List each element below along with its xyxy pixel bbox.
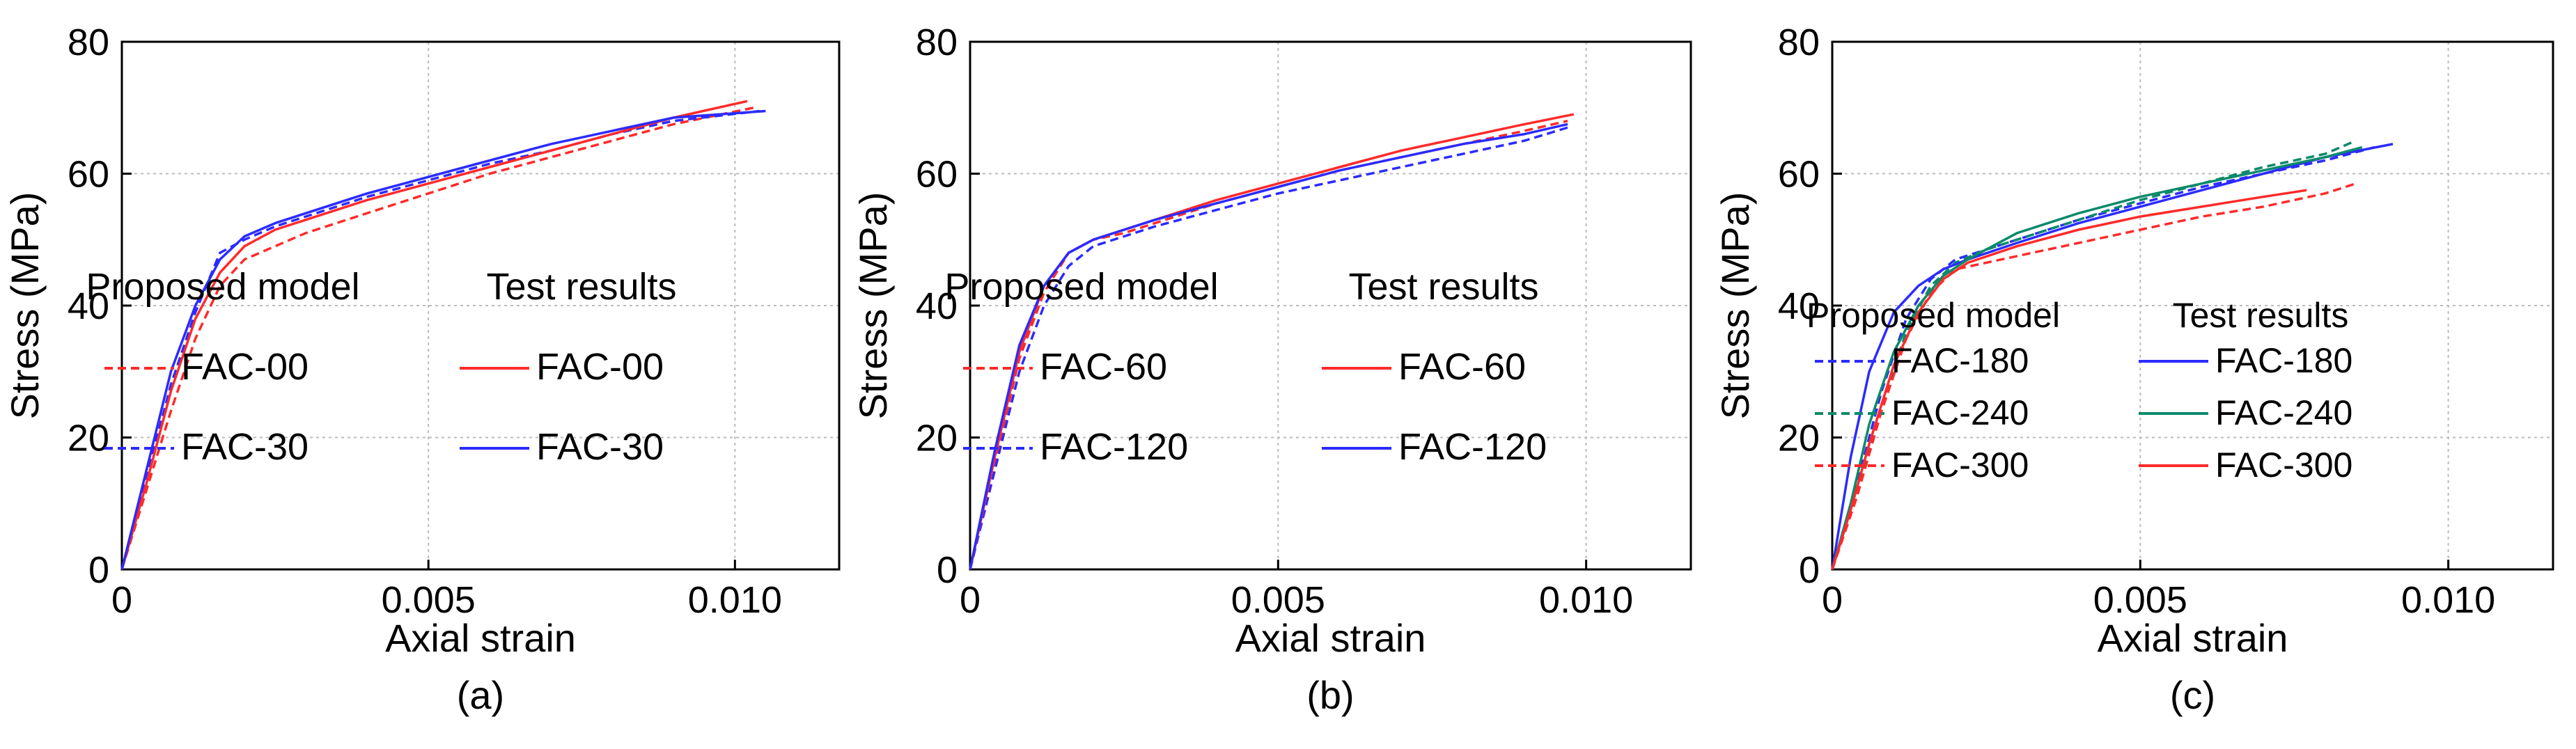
y-axis-label: Stress (MPa) (1717, 192, 1757, 420)
legend-label-fac-60: FAC-60 (1040, 346, 1167, 388)
legend-label-fac-30: FAC-30 (536, 426, 664, 468)
y-tick-label: 60 (68, 154, 109, 196)
x-tick-label: 0.005 (2093, 579, 2187, 621)
y-tick-label: 20 (916, 418, 958, 459)
y-tick-label: 40 (916, 285, 958, 327)
y-tick-label: 80 (916, 22, 958, 63)
panel-caption: (b) (1306, 673, 1354, 717)
legend-label-fac-240: FAC-240 (1891, 393, 2029, 432)
chart-panel-b: 0 0.005 0.010 0 20 40 60 80 Axial strain Stress (… (859, 22, 1692, 717)
chart-panel-a: 0 0.005 0.010 0 20 40 60 80 Axial strain Stress (… (3, 22, 841, 717)
y-tick-label: 80 (68, 22, 109, 63)
legend-label-fac-30: FAC-30 (181, 426, 309, 468)
y-axis-label: Stress (MPa) (3, 192, 47, 420)
legend-label-fac-240: FAC-240 (2215, 393, 2352, 432)
legend-header-model: Proposed model (86, 266, 359, 308)
legend-label-fac-00: FAC-00 (181, 346, 309, 388)
series-line-fac-300-test (1831, 189, 2307, 570)
legend-label-fac-120: FAC-120 (1040, 426, 1188, 468)
x-tick-label: 0.010 (2401, 579, 2495, 621)
y-tick-label: 40 (1778, 285, 1820, 327)
series-line-fac-00-test (120, 100, 748, 570)
series-line-fac-00-model (120, 107, 754, 570)
x-tick-label: 0 (111, 579, 132, 621)
chart-panel-c: 0 0.005 0.010 0 20 40 60 80 Axial strain Stress (… (1717, 22, 2554, 717)
x-axis-label: Axial strain (2098, 616, 2288, 660)
series-line-fac-60-model (969, 119, 1568, 570)
x-tick-label: 0.005 (382, 579, 476, 621)
legend-label-fac-300: FAC-300 (1891, 446, 2029, 484)
x-axis-label: Axial strain (1235, 616, 1426, 660)
series-line-fac-30-test (120, 109, 766, 570)
legend-label-fac-60: FAC-60 (1398, 346, 1526, 388)
y-axis-label: Stress (MPa) (859, 192, 895, 420)
x-tick-label: 0 (960, 579, 981, 621)
y-tick-label: 60 (916, 154, 958, 196)
series-line-fac-300-model (1831, 182, 2357, 570)
y-tick-label: 0 (1799, 549, 1820, 591)
legend-header-model: Proposed model (944, 266, 1218, 308)
y-tick-label: 60 (1778, 154, 1820, 196)
y-tick-label: 0 (937, 549, 958, 591)
series-line-fac-120-model (969, 126, 1568, 570)
x-tick-label: 0.010 (688, 579, 782, 621)
series-line-fac-60-test (969, 113, 1575, 570)
series-line-fac-120-test (969, 123, 1568, 570)
x-tick-label: 0.010 (1539, 579, 1633, 621)
legend-header-model: Proposed model (1806, 296, 2060, 335)
y-tick-label: 20 (68, 418, 109, 459)
legend-label-fac-180: FAC-180 (2215, 341, 2352, 380)
x-tick-label: 0.005 (1231, 579, 1325, 621)
legend-header-test: Test results (1348, 266, 1538, 308)
panel-caption: (c) (2170, 673, 2215, 717)
legend-label-fac-180: FAC-180 (1891, 341, 2029, 380)
legend-label-fac-120: FAC-120 (1398, 426, 1547, 468)
legend-label-fac-300: FAC-300 (2215, 446, 2352, 484)
y-tick-label: 20 (1778, 418, 1820, 459)
legend-header-test: Test results (486, 266, 676, 308)
y-tick-label: 40 (68, 285, 109, 327)
y-tick-label: 80 (1778, 22, 1820, 63)
x-tick-label: 0 (1822, 579, 1843, 621)
legend-label-fac-00: FAC-00 (536, 346, 664, 388)
series-line-fac-240-model (1831, 139, 2357, 570)
panel-caption: (a) (457, 673, 504, 717)
x-axis-label: Axial strain (385, 616, 576, 660)
y-tick-label: 0 (88, 549, 109, 591)
legend-header-test: Test results (2173, 296, 2349, 335)
